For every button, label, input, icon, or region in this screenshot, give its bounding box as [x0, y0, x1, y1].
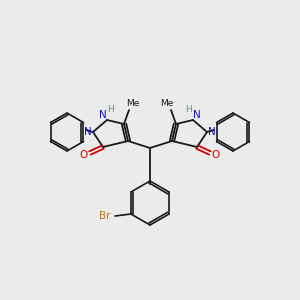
- Text: N: N: [84, 127, 92, 137]
- Text: Me: Me: [126, 98, 140, 107]
- Text: H: H: [186, 104, 192, 113]
- Text: Br: Br: [99, 211, 111, 221]
- Text: N: N: [193, 110, 201, 120]
- Text: Me: Me: [160, 98, 174, 107]
- Text: H: H: [108, 104, 114, 113]
- Text: N: N: [99, 110, 107, 120]
- Text: O: O: [212, 150, 220, 160]
- Text: N: N: [208, 127, 216, 137]
- Text: O: O: [80, 150, 88, 160]
